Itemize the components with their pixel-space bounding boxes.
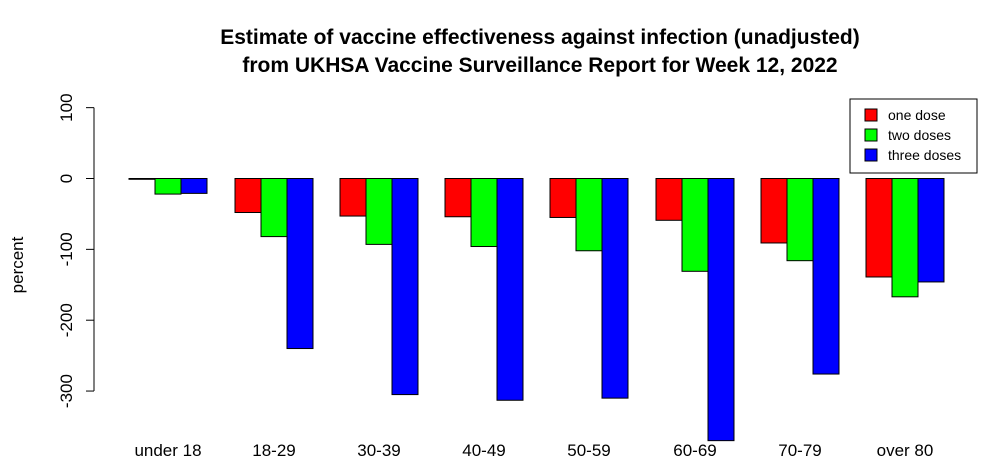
bar — [549, 178, 577, 218]
y-tick-label: -200 — [57, 303, 76, 337]
legend-swatch — [864, 148, 878, 162]
bar — [575, 178, 603, 252]
x-tick-label: 30-39 — [357, 441, 400, 460]
x-tick-label: under 18 — [134, 441, 201, 460]
bar — [154, 178, 182, 195]
legend-label: one dose — [888, 107, 946, 123]
y-tick-label: 0 — [57, 174, 76, 183]
bar — [286, 178, 314, 350]
bar — [234, 178, 262, 214]
bar — [865, 178, 893, 278]
bar — [444, 178, 472, 218]
chart-title-line-1: Estimate of vaccine effectiveness agains… — [220, 26, 860, 49]
bar — [786, 178, 814, 262]
bar — [681, 178, 709, 272]
bar — [391, 178, 419, 396]
legend-swatch — [864, 128, 878, 142]
legend: one dose two doses three doses — [849, 98, 978, 174]
y-tick-label: -300 — [57, 374, 76, 408]
bar — [655, 178, 683, 221]
bar — [496, 178, 524, 401]
x-tick-label: 40-49 — [462, 441, 505, 460]
y-tick-label: 100 — [57, 93, 76, 121]
legend-label: three doses — [888, 147, 961, 163]
y-axis: 100 0 -100 -200 -300 — [57, 93, 95, 408]
x-tick-label: 50-59 — [567, 441, 610, 460]
bar — [339, 178, 367, 217]
bar — [601, 178, 629, 399]
y-axis-label: percent — [8, 236, 27, 293]
x-axis-labels: under 18 18-29 30-39 40-49 50-59 60-69 70-79 ov… — [134, 441, 933, 460]
x-tick-label: 18-29 — [252, 441, 295, 460]
bars-group — [128, 178, 945, 442]
x-tick-label: over 80 — [877, 441, 934, 460]
legend-swatch — [864, 108, 878, 122]
bar — [812, 178, 840, 375]
bar — [891, 178, 919, 298]
bar — [760, 178, 788, 244]
chart-title-line-2: from UKHSA Vaccine Surveillance Report f… — [242, 54, 837, 77]
legend-label: two doses — [888, 127, 951, 143]
y-tick-label: -100 — [57, 232, 76, 266]
bar — [707, 178, 735, 442]
bar — [260, 178, 288, 238]
bar — [128, 178, 156, 180]
bar — [180, 178, 208, 194]
bar — [365, 178, 393, 245]
bar — [470, 178, 498, 248]
x-tick-label: 60-69 — [673, 441, 716, 460]
bar — [917, 178, 945, 283]
x-tick-label: 70-79 — [778, 441, 821, 460]
